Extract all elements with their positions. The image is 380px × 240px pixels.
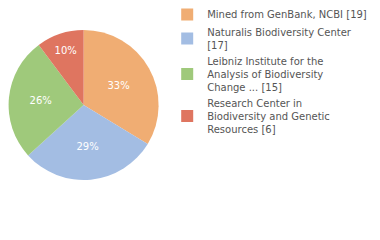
svg-text:33%: 33% [107, 80, 129, 91]
svg-text:Leibniz Institute for theAnaly: Leibniz Institute for theAnalysis of Bio… [207, 56, 323, 93]
svg-text:26%: 26% [30, 95, 52, 106]
svg-text:10%: 10% [55, 45, 77, 56]
svg-text:Research Center inBiodiversity: Research Center inBiodiversity and Genet… [207, 98, 330, 135]
svg-text:29%: 29% [76, 141, 98, 152]
svg-text:Mined from GenBank, NCBI [19]: Mined from GenBank, NCBI [19] [207, 9, 367, 20]
svg-text:Naturalis Biodiversity Center[: Naturalis Biodiversity Center[17] [207, 27, 352, 51]
